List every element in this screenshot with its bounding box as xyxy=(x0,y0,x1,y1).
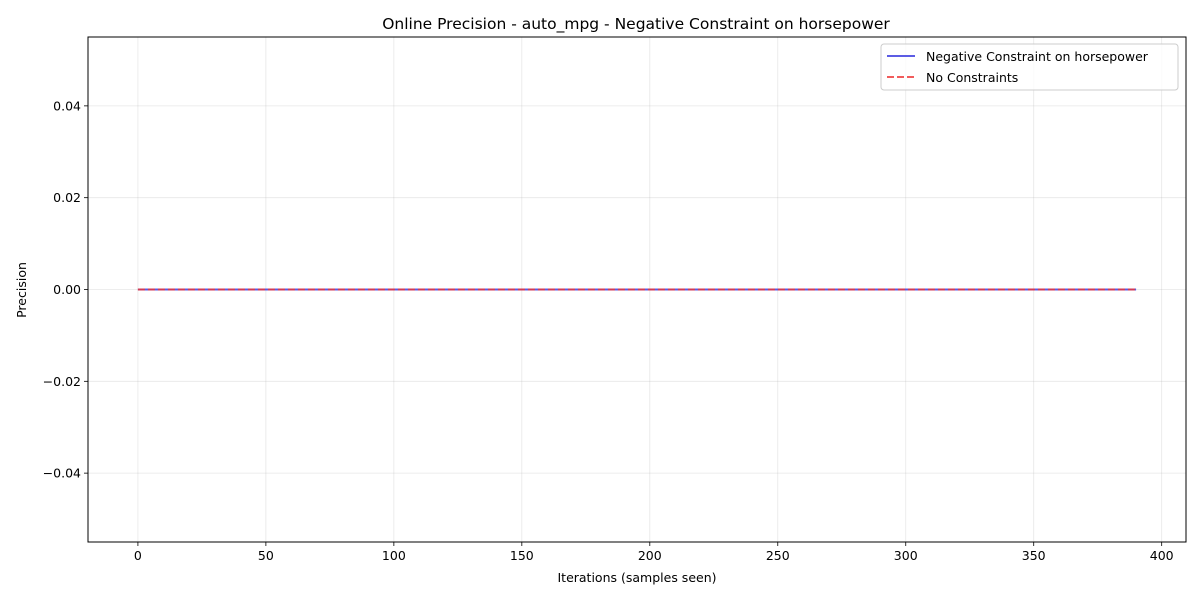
x-tick-label: 0 xyxy=(134,548,142,563)
x-tick-label: 50 xyxy=(258,548,274,563)
x-tick-label: 250 xyxy=(766,548,790,563)
x-tick-label: 200 xyxy=(638,548,662,563)
y-axis-ticks: −0.04 −0.02 0.00 0.02 0.04 xyxy=(43,98,88,481)
y-tick-label: −0.04 xyxy=(43,466,81,481)
y-tick-label: −0.02 xyxy=(43,374,81,389)
x-tick-label: 150 xyxy=(510,548,534,563)
x-tick-label: 300 xyxy=(894,548,918,563)
y-axis-label: Precision xyxy=(14,262,29,318)
x-axis-label: Iterations (samples seen) xyxy=(557,570,716,585)
x-tick-label: 400 xyxy=(1150,548,1174,563)
legend-entry-negative-constraint: Negative Constraint on horsepower xyxy=(926,49,1149,64)
x-tick-label: 350 xyxy=(1022,548,1046,563)
y-tick-label: 0.04 xyxy=(53,98,81,113)
x-axis-ticks: 0 50 100 150 200 250 300 350 400 xyxy=(134,542,1174,563)
y-tick-label: 0.02 xyxy=(53,190,81,205)
x-tick-label: 100 xyxy=(382,548,406,563)
y-tick-label: 0.00 xyxy=(53,282,81,297)
chart-title: Online Precision - auto_mpg - Negative C… xyxy=(382,15,890,34)
legend-entry-no-constraints: No Constraints xyxy=(926,70,1018,85)
legend-box xyxy=(880,43,1179,91)
legend: Negative Constraint on horsepower No Con… xyxy=(880,43,1179,91)
